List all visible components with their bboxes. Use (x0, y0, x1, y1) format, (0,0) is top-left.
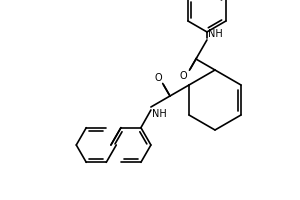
Text: O: O (180, 71, 188, 81)
Text: O: O (155, 73, 163, 83)
Text: NH: NH (208, 29, 223, 39)
Text: NH: NH (152, 109, 167, 119)
